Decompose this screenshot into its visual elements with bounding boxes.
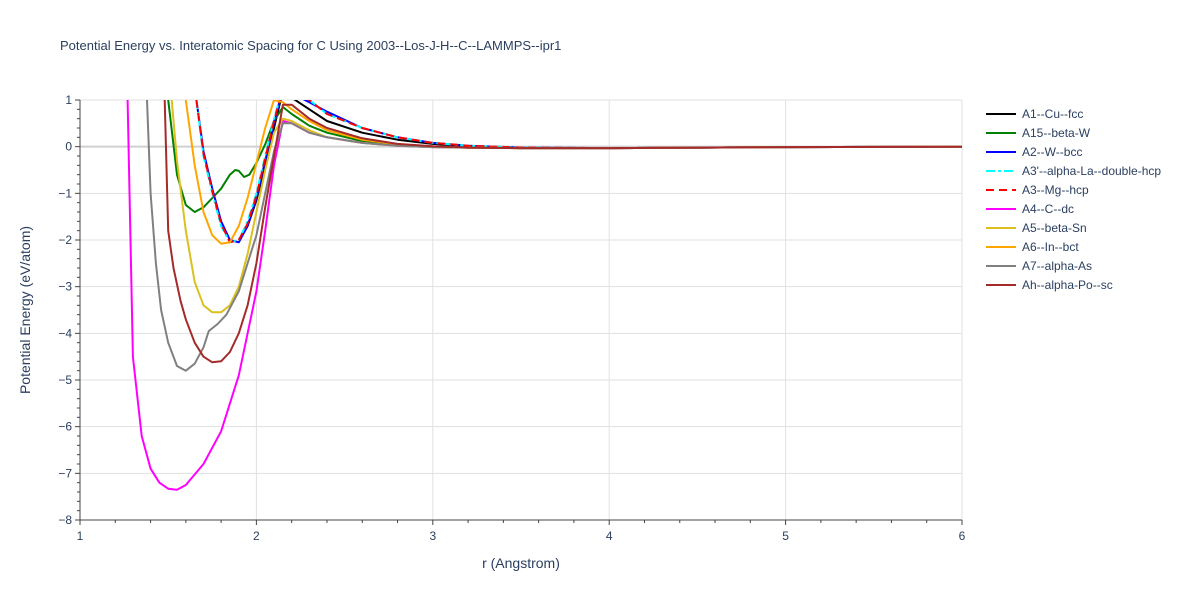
legend-item[interactable]: A4--C--dc (986, 202, 1074, 216)
legend[interactable]: A1--Cu--fcc A15--beta-W A2--W--bcc A3'--alp… (986, 107, 1161, 292)
y-tick-label: 0 (65, 140, 72, 154)
series-lines (126, 100, 962, 491)
chart-title: Potential Energy vs. Interatomic Spacing… (60, 38, 561, 53)
y-tick-label: −5 (58, 373, 72, 387)
x-tick-label: 3 (429, 529, 436, 543)
legend-item[interactable]: A6--In--bct (986, 240, 1079, 254)
y-axis-title: Potential Energy (eV/atom) (17, 226, 33, 394)
x-tick-label: 4 (606, 529, 613, 543)
legend-item[interactable]: A1--Cu--fcc (986, 107, 1083, 121)
y-tick-label: −8 (58, 513, 72, 527)
legend-label: A7--alpha-As (1022, 259, 1092, 273)
legend-item[interactable]: A3'--alpha-La--double-hcp (986, 164, 1161, 178)
legend-label: Ah--alpha-Po--sc (1022, 278, 1113, 292)
y-tick-label: −2 (58, 233, 72, 247)
axes (75, 99, 963, 525)
legend-label: A6--In--bct (1022, 240, 1079, 254)
grid-lines (80, 99, 963, 520)
y-tick-label: −3 (58, 280, 72, 294)
legend-item[interactable]: A3--Mg--hcp (986, 183, 1089, 197)
legend-item[interactable]: A5--beta-Sn (986, 221, 1087, 235)
y-tick-label: −1 (58, 186, 72, 200)
x-tick-label: 6 (959, 529, 966, 543)
legend-item[interactable]: Ah--alpha-Po--sc (986, 278, 1113, 292)
y-tick-label: −6 (58, 420, 72, 434)
legend-item[interactable]: A7--alpha-As (986, 259, 1092, 273)
legend-label: A3'--alpha-La--double-hcp (1022, 164, 1161, 178)
series-line (195, 100, 962, 244)
x-tick-labels: 1 2 3 4 5 6 (77, 529, 966, 543)
y-tick-label: −7 (58, 466, 72, 480)
y-tick-label: −4 (58, 326, 72, 340)
series-line (163, 100, 962, 364)
x-axis-title: r (Angstrom) (482, 555, 560, 571)
legend-label: A2--W--bcc (1022, 145, 1082, 159)
x-tick-label: 5 (782, 529, 789, 543)
legend-label: A4--C--dc (1022, 202, 1074, 216)
legend-label: A15--beta-W (1022, 126, 1091, 140)
legend-label: A5--beta-Sn (1022, 221, 1087, 235)
y-tick-labels: 1 0 −1 −2 −3 −4 −5 −6 −7 −8 (58, 93, 72, 527)
x-tick-label: 1 (77, 529, 84, 543)
y-tick-label: 1 (65, 93, 72, 107)
x-tick-label: 2 (253, 529, 260, 543)
legend-item[interactable]: A15--beta-W (986, 126, 1091, 140)
legend-label: A3--Mg--hcp (1022, 183, 1089, 197)
legend-label: A1--Cu--fcc (1022, 107, 1083, 121)
legend-item[interactable]: A2--W--bcc (986, 145, 1082, 159)
